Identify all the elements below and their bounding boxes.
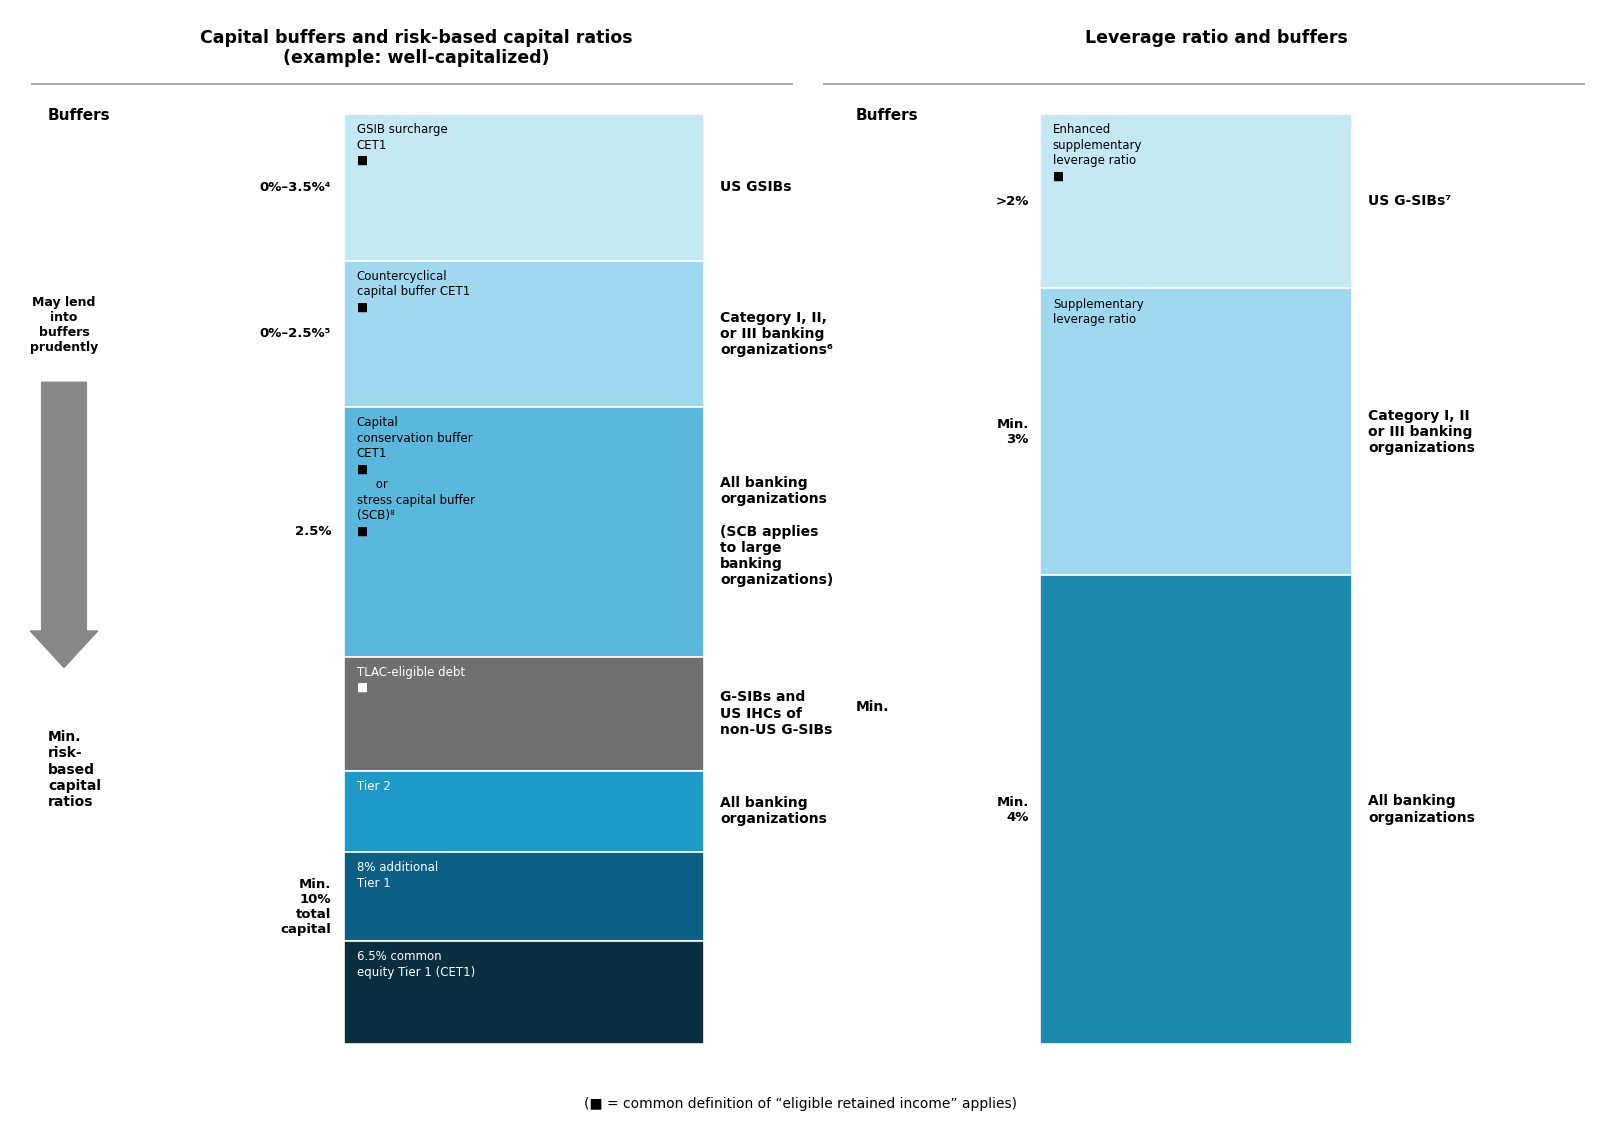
Text: >2%: >2% xyxy=(995,195,1029,208)
Text: Capital
conservation buffer
CET1
■
     or
stress capital buffer
(SCB)⁸
■: Capital conservation buffer CET1 ■ or st… xyxy=(357,416,475,537)
Bar xyxy=(1040,114,1352,289)
Text: All banking
organizations: All banking organizations xyxy=(720,796,827,826)
Bar xyxy=(344,114,704,260)
FancyArrow shape xyxy=(30,382,98,667)
Text: Capital buffers and risk-based capital ratios
(example: well-capitalized): Capital buffers and risk-based capital r… xyxy=(200,29,632,67)
Text: 2.5%: 2.5% xyxy=(294,525,331,539)
Text: Min.: Min. xyxy=(856,701,890,714)
Text: GSIB surcharge
CET1
■: GSIB surcharge CET1 ■ xyxy=(357,123,448,168)
Text: 8% additional
Tier 1: 8% additional Tier 1 xyxy=(357,861,438,890)
Text: Category I, II
or III banking
organizations: Category I, II or III banking organizati… xyxy=(1368,408,1475,455)
Text: 0%–3.5%⁴: 0%–3.5%⁴ xyxy=(259,180,331,194)
Text: All banking
organizations

(SCB applies
to large
banking
organizations): All banking organizations (SCB applies t… xyxy=(720,476,834,588)
Text: (■ = common definition of “eligible retained income” applies): (■ = common definition of “eligible reta… xyxy=(584,1098,1016,1111)
Text: Leverage ratio and buffers: Leverage ratio and buffers xyxy=(1085,29,1347,47)
Bar xyxy=(344,260,704,407)
Text: Buffers: Buffers xyxy=(856,108,918,123)
Text: Supplementary
leverage ratio: Supplementary leverage ratio xyxy=(1053,298,1144,326)
Bar xyxy=(1040,575,1352,1044)
Text: 6.5% common
equity Tier 1 (CET1): 6.5% common equity Tier 1 (CET1) xyxy=(357,950,475,979)
Bar xyxy=(344,941,704,1044)
Text: Min.
risk-
based
capital
ratios: Min. risk- based capital ratios xyxy=(48,730,101,809)
Text: Tier 2: Tier 2 xyxy=(357,779,390,793)
Text: Category I, II,
or III banking
organizations⁶: Category I, II, or III banking organizat… xyxy=(720,310,834,357)
Text: Min.
4%: Min. 4% xyxy=(997,795,1029,824)
Text: 0%–2.5%⁵: 0%–2.5%⁵ xyxy=(259,327,331,340)
Text: US G-SIBs⁷: US G-SIBs⁷ xyxy=(1368,194,1451,209)
Text: Countercyclical
capital buffer CET1
■: Countercyclical capital buffer CET1 ■ xyxy=(357,269,470,314)
Bar xyxy=(344,407,704,656)
Bar xyxy=(344,656,704,770)
Text: TLAC-eligible debt
■: TLAC-eligible debt ■ xyxy=(357,665,466,694)
Text: G-SIBs and
US IHCs of
non-US G-SIBs: G-SIBs and US IHCs of non-US G-SIBs xyxy=(720,690,832,737)
Bar xyxy=(1040,289,1352,575)
Text: Enhanced
supplementary
leverage ratio
■: Enhanced supplementary leverage ratio ■ xyxy=(1053,123,1142,183)
Bar xyxy=(344,852,704,941)
Text: All banking
organizations: All banking organizations xyxy=(1368,794,1475,825)
Text: Min.
10%
total
capital: Min. 10% total capital xyxy=(280,879,331,937)
Text: Buffers: Buffers xyxy=(48,108,110,123)
Text: US GSIBs: US GSIBs xyxy=(720,180,792,194)
Bar xyxy=(344,770,704,852)
Text: Min.
3%: Min. 3% xyxy=(997,418,1029,446)
Text: May lend
into
buffers
prudently: May lend into buffers prudently xyxy=(30,297,98,354)
